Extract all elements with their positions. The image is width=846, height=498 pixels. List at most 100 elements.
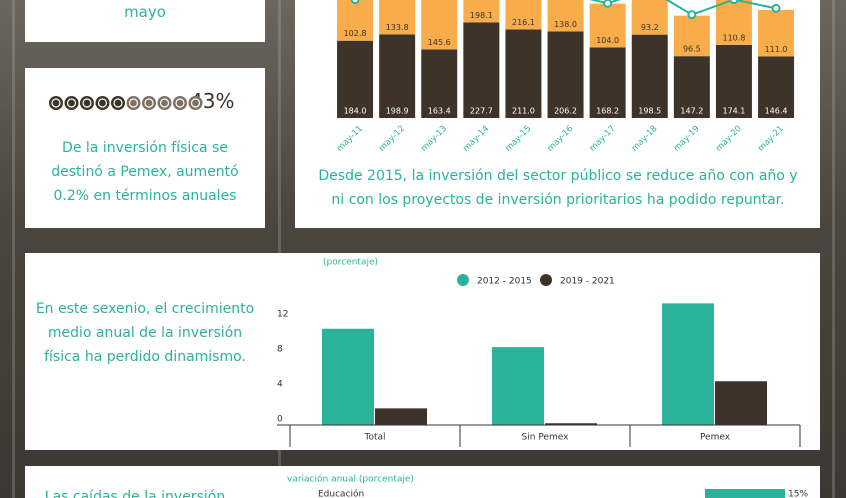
value-label: 163.4 xyxy=(428,107,451,116)
bar-segment xyxy=(631,34,668,118)
x-tick-label: may-18 xyxy=(630,124,660,154)
bar-segment xyxy=(673,15,710,57)
coin-ring xyxy=(175,98,185,108)
coin-ring xyxy=(190,98,201,108)
legend-label: 2019 - 2021 xyxy=(560,277,615,287)
x-tick-label: may-17 xyxy=(588,124,618,154)
value-label: 198.1 xyxy=(470,11,493,20)
bar-segment xyxy=(715,44,752,118)
bar-segment xyxy=(673,56,710,118)
bar xyxy=(375,408,427,425)
coin xyxy=(111,96,125,110)
x-tick-label: may-16 xyxy=(546,124,576,154)
bar-segment xyxy=(421,0,458,50)
bg xyxy=(278,0,281,498)
value-label: 174.1 xyxy=(722,107,745,116)
caption: Desde 2015, la inversión del sector públ… xyxy=(318,168,798,208)
value-label: 133.8 xyxy=(386,23,409,32)
bar-segment xyxy=(631,0,668,35)
bar xyxy=(662,303,714,425)
card xyxy=(25,466,820,498)
coin xyxy=(142,96,156,110)
value-label: 184.0 xyxy=(344,107,367,116)
bar-segment xyxy=(421,49,458,118)
y-tick-label: 8 xyxy=(277,345,283,355)
coin xyxy=(173,96,187,110)
x-tick-label: may-15 xyxy=(503,124,533,154)
coin xyxy=(80,96,94,110)
value-label: 145.6 xyxy=(428,38,451,47)
line-point xyxy=(729,0,739,5)
x-tick-label: Sin Pemex xyxy=(522,433,570,443)
coin-ring xyxy=(82,98,92,108)
coin xyxy=(188,96,203,110)
value-label: 146.4 xyxy=(765,107,788,116)
bar-segment xyxy=(547,31,584,119)
x-tick-label: may-12 xyxy=(377,124,407,154)
coin-ring xyxy=(97,98,108,108)
value-label: 198.5 xyxy=(638,107,661,116)
value-label: 138.0 xyxy=(554,20,577,29)
coins xyxy=(49,96,203,110)
legend-marker xyxy=(540,274,552,286)
y-tick-label: 4 xyxy=(277,380,283,390)
bar xyxy=(322,328,374,425)
coin-ring xyxy=(113,98,123,108)
coin xyxy=(126,96,141,110)
card xyxy=(25,0,265,42)
bar-segment xyxy=(379,0,416,35)
bar-segment xyxy=(589,3,626,48)
x-tick-label: may-13 xyxy=(419,124,449,154)
legend-label: 2012 - 2015 xyxy=(477,277,532,287)
bar-segment xyxy=(758,56,795,118)
coin-ring xyxy=(128,98,139,108)
bar xyxy=(492,347,544,425)
value-label: 15% xyxy=(788,490,808,498)
line-point xyxy=(350,0,360,5)
card-text: mayo xyxy=(124,3,166,21)
value-label: 227.7 xyxy=(470,107,493,116)
card-text: De la inversión física se destinó a Peme… xyxy=(51,140,239,204)
coin xyxy=(95,96,110,110)
bar xyxy=(715,381,767,425)
bar-segment xyxy=(589,47,626,118)
subtitle: variación anual (porcentaje) xyxy=(287,474,414,485)
value-label: 110.8 xyxy=(722,33,745,42)
coin-ring xyxy=(144,98,154,108)
line xyxy=(355,0,777,16)
bar-segment xyxy=(463,0,500,23)
value-label: 168.2 xyxy=(596,107,619,116)
bar-segment xyxy=(758,9,795,57)
bar-segment xyxy=(337,0,374,41)
bar-segment xyxy=(505,0,542,30)
value-label: 211.0 xyxy=(512,107,535,116)
bar-segment xyxy=(505,29,542,119)
category-label: Educación xyxy=(318,489,364,498)
value-label: 93.2 xyxy=(641,23,659,32)
card-text: En este sexenio, el crecimiento medio an… xyxy=(35,301,255,365)
legend-marker xyxy=(457,274,469,286)
value-label: 111.0 xyxy=(765,45,788,54)
bar xyxy=(705,489,785,498)
bar-segment xyxy=(463,22,500,119)
line-point xyxy=(603,0,613,8)
x-tick-label: may-14 xyxy=(461,124,491,154)
coin xyxy=(64,96,79,110)
value-label: 147.2 xyxy=(680,107,703,116)
coin-ring xyxy=(51,98,61,108)
line-point xyxy=(771,3,781,13)
value-label: 216.1 xyxy=(512,18,535,27)
line-point xyxy=(687,10,697,20)
x-tick-label: Pemex xyxy=(700,433,731,443)
value-label: 96.5 xyxy=(683,45,701,54)
card xyxy=(25,68,265,228)
bar-segment xyxy=(379,34,416,118)
bar-segment xyxy=(547,0,584,32)
y-tick-label: 0 xyxy=(277,415,283,425)
value-label: 198.9 xyxy=(386,107,409,116)
value-label: 102.8 xyxy=(344,29,367,38)
coin-ring xyxy=(159,98,170,108)
x-tick-label: may-20 xyxy=(714,124,744,154)
y-tick-label: 12 xyxy=(277,310,288,320)
